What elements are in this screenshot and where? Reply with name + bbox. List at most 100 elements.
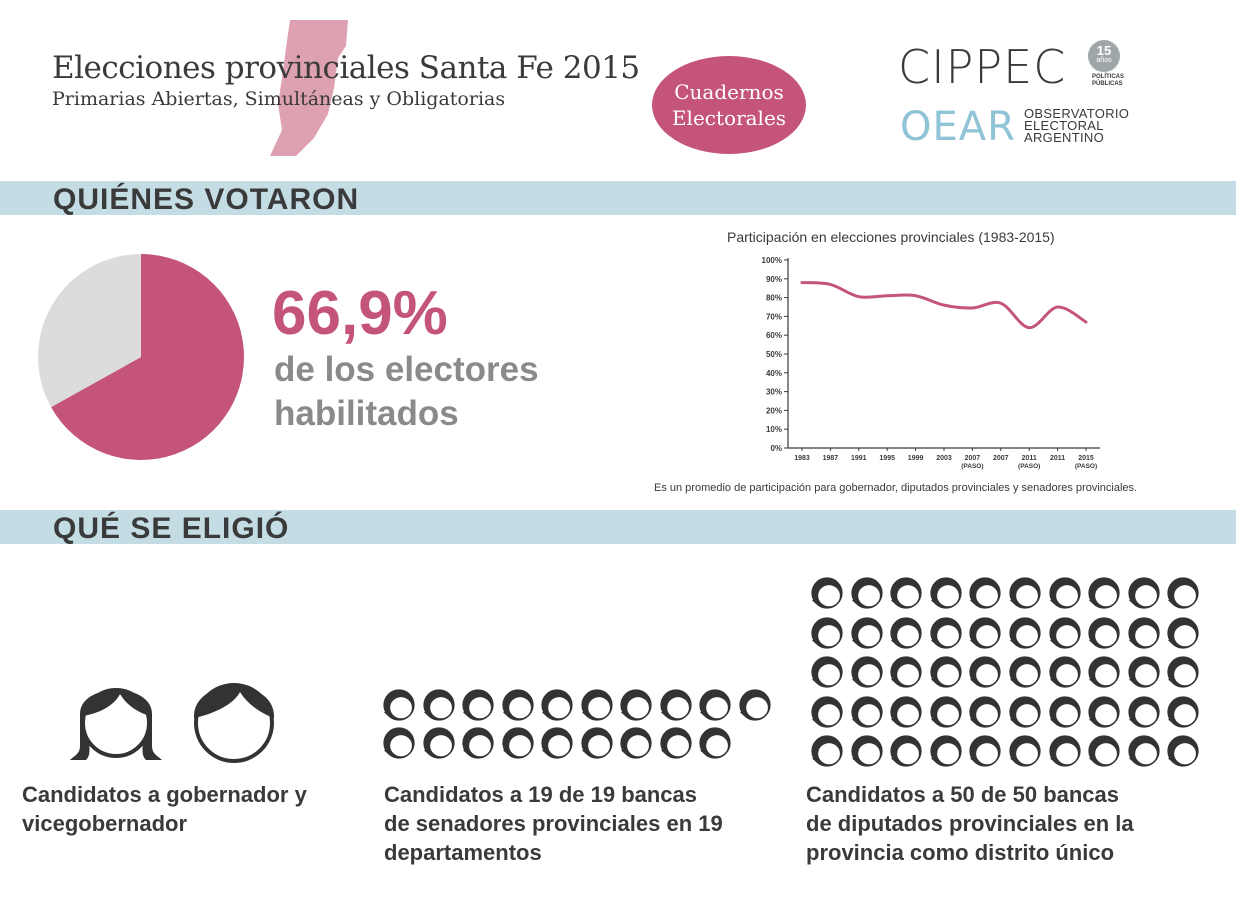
person-face-icon [1048, 695, 1081, 728]
x-tick-label: 2007 [965, 455, 981, 462]
x-tick-label: 2003 [936, 455, 952, 462]
person-face-icon [1048, 656, 1081, 688]
person-face-icon [1009, 656, 1041, 688]
section-title-votaron: QUIÉNES VOTARON [53, 183, 360, 216]
anniversary-number: 15 [1096, 43, 1112, 58]
person-face-icon [541, 727, 573, 759]
governor-caption-line-2: vicegobernador [22, 811, 188, 836]
x-tick-label: 1991 [851, 455, 867, 462]
pie-slice-non-voters [38, 254, 141, 408]
x-tick-label: 1987 [823, 455, 839, 462]
senator-caption: Candidatos a 19 de 19 bancas de senadore… [384, 780, 784, 867]
y-tick-label: 40% [766, 369, 782, 378]
person-face-icon [422, 727, 455, 759]
section-title-eligio: QUÉ SE ELIGIÓ [53, 512, 290, 545]
cippec-logo: CIPPEC [898, 40, 1067, 94]
person-face-icon [1048, 616, 1081, 649]
person-face-icon [383, 689, 415, 721]
person-face-icon [1088, 735, 1120, 767]
deputy-caption-line-3: provincia como distrito único [806, 840, 1115, 865]
y-tick-label: 20% [766, 406, 782, 415]
person-face-icon [699, 727, 731, 759]
person-face-icon [1048, 577, 1081, 609]
pp-line-2: PÚBLICAS [1092, 81, 1123, 87]
x-tick-label: (PASO) [1075, 463, 1097, 470]
y-tick-label: 50% [766, 350, 782, 359]
x-tick-label: (PASO) [1018, 463, 1040, 470]
senator-caption-line-1: Candidatos a 19 de 19 bancas [384, 782, 698, 807]
person-face-icon [850, 616, 883, 649]
x-tick-label: 2015 [1078, 455, 1094, 462]
person-face-icon [462, 727, 494, 759]
person-face-icon [969, 616, 1002, 649]
oear-line-1: OBSERVATORIO [1024, 106, 1130, 121]
person-face-icon [969, 656, 1002, 688]
section-band-votaron: QUIÉNES VOTARON [0, 181, 1236, 216]
turnout-description: de los electores habilitados [274, 348, 539, 436]
governor-candidates-icons [66, 668, 284, 768]
person-face-icon [1009, 577, 1041, 609]
person-face-icon [1167, 656, 1199, 688]
y-tick-label: 10% [766, 425, 782, 434]
person-face-icon [1167, 735, 1199, 767]
person-face-icon [1009, 616, 1041, 649]
senator-candidates-icons [382, 688, 772, 760]
x-tick-label: 1983 [794, 455, 810, 462]
deputy-caption-line-1: Candidatos a 50 de 50 bancas [806, 782, 1120, 807]
person-face-icon [890, 577, 922, 609]
person-face-icon [930, 695, 962, 728]
x-tick-label: 2007 [993, 455, 1009, 462]
person-face-icon [620, 727, 652, 759]
person-face-icon [1009, 695, 1041, 728]
section-band-eligio: QUÉ SE ELIGIÓ [0, 510, 1236, 545]
person-face-icon [811, 656, 843, 688]
senator-caption-line-2: de senadores provinciales en 19 [384, 811, 723, 836]
turnout-line-1: de los electores [274, 350, 539, 389]
person-face-icon [1167, 577, 1199, 609]
person-face-icon [1088, 695, 1120, 728]
x-tick-label: 1995 [879, 455, 895, 462]
person-face-icon [1128, 656, 1160, 688]
participation-series-line [800, 281, 1088, 330]
person-face-icon [1088, 616, 1120, 649]
person-face-icon [1128, 616, 1160, 649]
person-face-icon [850, 577, 883, 609]
person-face-icon [501, 689, 534, 721]
oear-line-3: ARGENTINO [1024, 130, 1104, 145]
x-tick-label: (PASO) [961, 463, 983, 470]
governor-caption: Candidatos a gobernador y vicegobernador [22, 780, 367, 838]
person-face-icon [1048, 735, 1081, 767]
badge-line-1: Cuadernos [674, 80, 784, 104]
pp-line-1: POLÍTICAS [1092, 74, 1125, 80]
oear-logo: OEAR [900, 104, 1016, 150]
deputy-caption-line-2: de diputados provinciales en la [806, 811, 1134, 836]
y-tick-label: 80% [766, 294, 782, 303]
person-face-icon [1128, 695, 1160, 728]
person-face-icon [811, 735, 843, 767]
politicas-publicas-label: POLÍTICAS PÚBLICAS [1092, 74, 1124, 88]
person-face-icon [738, 689, 771, 721]
person-face-icon [890, 656, 922, 688]
person-face-icon [811, 616, 843, 649]
person-face-icon [580, 727, 613, 759]
person-face-icon [383, 727, 415, 759]
pie-slice-voters [51, 254, 245, 460]
person-face-icon [969, 735, 1002, 767]
person-face-icon [930, 656, 962, 688]
turnout-line-2: habilitados [274, 394, 459, 433]
person-face-icon [930, 735, 962, 767]
person-face-icon [890, 735, 922, 767]
person-face-icon [930, 577, 962, 609]
person-face-icon [930, 616, 962, 649]
person-face-icon [969, 695, 1002, 728]
turnout-pie-chart [38, 254, 245, 460]
person-face-icon [659, 727, 692, 759]
deputy-caption: Candidatos a 50 de 50 bancas de diputado… [806, 780, 1206, 867]
turnout-value: 66,9% [272, 279, 448, 348]
x-tick-label: 1999 [908, 455, 924, 462]
person-face-icon [501, 727, 534, 759]
cuadernos-badge: Cuadernos Electorales [652, 56, 806, 154]
person-face-icon [541, 689, 573, 721]
person-face-icon [422, 689, 455, 721]
deputy-candidates-icons [810, 576, 1200, 768]
